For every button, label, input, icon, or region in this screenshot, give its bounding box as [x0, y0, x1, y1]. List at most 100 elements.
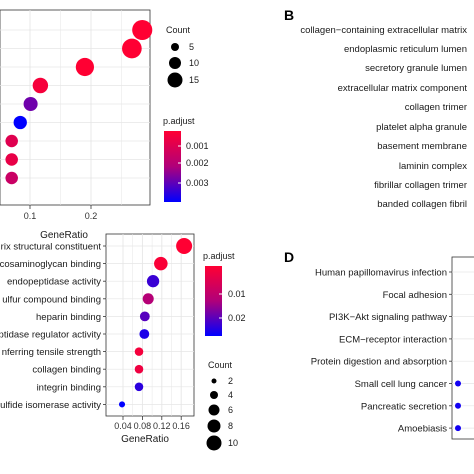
panel-a-point	[5, 171, 18, 185]
panel-c-x-tick: 0.16	[172, 421, 190, 431]
panel-d-y-label: Small cell lung cancer	[355, 379, 447, 390]
panel-c-plot-area	[105, 233, 195, 417]
panel-b-term-4: extracellular matrix component	[338, 83, 468, 94]
panel-d-y-label: Pancreatic secretion	[361, 401, 447, 412]
panel-a-size-key-10	[169, 57, 181, 69]
panel-b-term-9: fibrillar collagen trimer	[374, 180, 467, 191]
panel-d-y-labels: Human papillomavirus infection Focal adhe…	[311, 268, 474, 435]
panel-c-x-tick: 0.04	[114, 421, 132, 431]
panel-a-size-legend-title: Count	[166, 25, 191, 35]
panel-c-point	[139, 311, 150, 322]
panel-c-size-key-4	[210, 391, 218, 399]
panel-c-size-key-2	[211, 378, 217, 384]
panel-a-color-legend: p.adjust 0.001 0.002 0.003	[163, 116, 209, 202]
panel-a-points	[5, 19, 153, 185]
panel-a-size-key-label-3: 15	[189, 75, 199, 85]
panel-a-size-key-15	[167, 72, 183, 88]
panel-a-size-key-label-1: 5	[189, 42, 194, 52]
panel-c-size-key-label-5: 10	[228, 438, 238, 448]
panel-a-grid	[0, 10, 150, 205]
panel-b-term-2: endoplasmic reticulum lumen	[344, 44, 467, 55]
panel-c-color-legend-title: p.adjust	[203, 251, 235, 261]
panel-a-point	[23, 96, 38, 112]
panel-c-color-legend: p.adjust 0.01 0.02	[203, 251, 246, 336]
panel-a-point	[132, 19, 153, 41]
panel-a-size-key-label-2: 10	[189, 58, 199, 68]
panel-c-y-label: integrin binding	[37, 382, 101, 393]
panel-b-term-3: secretory granule lumen	[365, 63, 467, 74]
panel-c-x-tick: 0.12	[153, 421, 171, 431]
panel-d-letter: D	[284, 249, 294, 265]
panel-d-y-label: Protein digestion and absorption	[311, 357, 447, 368]
panel-c-point	[146, 275, 160, 288]
panel-c-point	[139, 329, 150, 339]
panel-c-point	[134, 364, 144, 374]
panel-c: rix structural constituent cosaminoglycan…	[0, 233, 246, 451]
panel-a-point	[75, 57, 95, 77]
panel-c-size-key-8	[207, 419, 221, 433]
panel-a-point	[5, 153, 18, 166]
panel-a-colorbar-label-1: 0.001	[186, 141, 209, 151]
panel-a-colorbar-label-3: 0.003	[186, 178, 209, 188]
panel-d-points	[455, 380, 461, 432]
panel-b-term-5: collagen trimer	[405, 102, 467, 113]
panel-c-point	[118, 401, 126, 408]
panel-a-x-axis-label: GeneRatio	[40, 230, 88, 241]
panel-c-point	[154, 256, 168, 271]
panel-a-colorbar	[164, 131, 181, 202]
panel-a-x-tick-1: 0.1	[24, 211, 37, 221]
panel-c-y-label: endopeptidase activity	[7, 277, 101, 288]
panel-b: B collagen−containing extracellular matr…	[284, 7, 467, 210]
panel-d-point	[455, 402, 461, 409]
panel-c-size-key-label-2: 4	[228, 390, 233, 400]
panel-c-y-label: rix structural constituent	[1, 242, 102, 253]
panel-a-point	[5, 134, 18, 148]
panel-d-y-label: PI3K−Akt signaling pathway	[329, 312, 447, 323]
panel-a-plot-area	[0, 9, 151, 206]
panel-a-colorbar-label-2: 0.002	[186, 158, 209, 168]
panel-d-y-label: Focal adhesion	[383, 290, 447, 301]
panel-b-term-1: collagen−containing extracellular matrix	[300, 25, 467, 36]
panel-c-size-key-label-4: 8	[228, 421, 233, 431]
panel-d-y-label: Human papillomavirus infection	[315, 268, 447, 279]
panel-d: D Human papillomavirus infection Focal ad…	[284, 249, 474, 440]
panel-b-term-8: laminin complex	[399, 161, 467, 172]
panel-c-y-label: ulfide isomerase activity	[0, 400, 101, 411]
panel-c-size-key-6	[208, 404, 220, 416]
panel-a-color-legend-title: p.adjust	[163, 116, 195, 126]
panel-a-point	[13, 115, 27, 130]
panel-c-colorbar	[205, 266, 222, 336]
panel-c-x-axis-label: GeneRatio	[121, 434, 169, 445]
panel-c-point	[134, 382, 144, 392]
panel-c-y-labels: rix structural constituent cosaminoglycan…	[0, 242, 106, 411]
panel-a-point	[32, 77, 49, 94]
panel-c-colorbar-label-2: 0.02	[228, 313, 246, 323]
panel-c-colorbar-label-1: 0.01	[228, 289, 246, 299]
panel-c-y-label: ptidase regulator activity	[0, 330, 101, 341]
panel-c-y-label: ulfur compound binding	[2, 294, 101, 305]
panel-c-point	[176, 238, 193, 254]
panel-a-x-axis: 0.1 0.2 GeneRatio	[24, 205, 98, 241]
panel-d-y-label: Amoebiasis	[398, 424, 447, 435]
panel-a-x-tick-2: 0.2	[85, 211, 98, 221]
panel-c-points	[118, 238, 193, 408]
panel-b-term-10: banded collagen fibril	[377, 199, 467, 210]
panel-c-y-label: cosaminoglycan binding	[0, 259, 101, 270]
panel-c-size-key-label-3: 6	[228, 405, 233, 415]
panel-d-y-label: ECM−receptor interaction	[339, 334, 447, 345]
panel-b-letter: B	[284, 7, 294, 23]
panel-c-y-label: collagen binding	[32, 365, 101, 376]
panel-c-size-legend-title: Count	[208, 360, 233, 370]
panel-c-size-legend: Count 2 4 6 8 10	[206, 360, 238, 451]
panel-c-x-tick: 0.08	[134, 421, 152, 431]
panel-c-size-key-10	[206, 435, 222, 451]
panel-c-y-label: heparin binding	[36, 312, 101, 323]
panel-c-point	[142, 293, 154, 305]
panel-a: 0.1 0.2 GeneRatio Count 5 10 15 p.adjust…	[0, 9, 209, 241]
panel-c-y-label: nferring tensile strength	[2, 347, 101, 358]
panel-d-point	[455, 380, 461, 387]
panel-a-size-key-5	[171, 43, 179, 51]
panel-c-point	[134, 347, 144, 356]
panel-d-plot-area	[451, 256, 474, 440]
